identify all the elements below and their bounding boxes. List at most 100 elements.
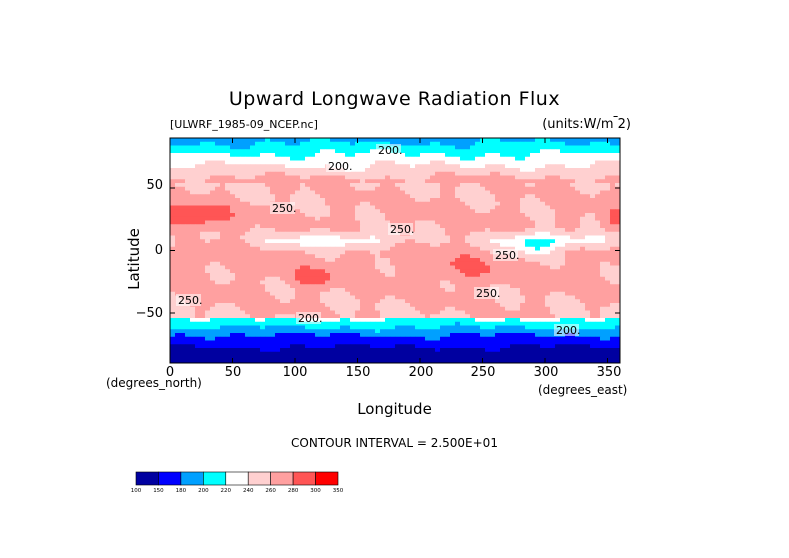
heatmap-cell (440, 325, 446, 330)
heatmap-cell (215, 333, 221, 338)
heatmap-cell (380, 231, 386, 236)
heatmap-cell (570, 194, 576, 199)
heatmap-cell (220, 205, 226, 210)
heatmap-cell (180, 250, 186, 255)
heatmap-cell (275, 145, 281, 150)
heatmap-cell (490, 216, 496, 221)
heatmap-cell (410, 273, 416, 278)
heatmap-cell (400, 325, 406, 330)
heatmap-cell (205, 344, 211, 349)
heatmap-cell (580, 235, 586, 240)
heatmap-cell (480, 329, 486, 334)
heatmap-cell (555, 314, 561, 319)
heatmap-cell (255, 138, 261, 143)
heatmap-cell (535, 265, 541, 270)
heatmap-cell (300, 280, 306, 285)
heatmap-cell (235, 295, 241, 300)
heatmap-cell (530, 333, 536, 338)
heatmap-cell (270, 183, 276, 188)
heatmap-cell (305, 168, 311, 173)
heatmap-cell (465, 213, 471, 218)
heatmap-cell (210, 213, 216, 218)
heatmap-cell (205, 258, 211, 263)
heatmap-cell (315, 231, 321, 236)
heatmap-cell (585, 179, 591, 184)
heatmap-cell (310, 333, 316, 338)
heatmap-cell (240, 220, 246, 225)
heatmap-cell (250, 239, 256, 244)
heatmap-cell (520, 138, 526, 143)
heatmap-cell (405, 329, 411, 334)
heatmap-cell (480, 186, 486, 191)
heatmap-cell (595, 141, 601, 146)
heatmap-cell (300, 156, 306, 161)
heatmap-cell (535, 209, 541, 214)
heatmap-cell (615, 231, 621, 236)
heatmap-cell (325, 265, 331, 270)
heatmap-cell (180, 205, 186, 210)
heatmap-cell (265, 156, 271, 161)
heatmap-cell (505, 171, 511, 176)
heatmap-cell (490, 179, 496, 184)
heatmap-cell (330, 153, 336, 158)
heatmap-cell (540, 288, 546, 293)
heatmap-cell (440, 198, 446, 203)
heatmap-cell (430, 276, 436, 281)
heatmap-cell (565, 295, 571, 300)
heatmap-cell (375, 224, 381, 229)
heatmap-cell (390, 258, 396, 263)
heatmap-cell (290, 284, 296, 289)
heatmap-cell (330, 156, 336, 161)
heatmap-cell (365, 288, 371, 293)
heatmap-cell (520, 224, 526, 229)
heatmap-cell (530, 303, 536, 308)
heatmap-cell (515, 299, 521, 304)
heatmap-cell (600, 186, 606, 191)
heatmap-cell (230, 201, 236, 206)
heatmap-cell (500, 228, 506, 233)
heatmap-cell (385, 160, 391, 165)
heatmap-cell (325, 344, 331, 349)
heatmap-cell (610, 303, 616, 308)
heatmap-cell (235, 340, 241, 345)
heatmap-cell (455, 310, 461, 315)
heatmap-cell (335, 216, 341, 221)
heatmap-cell (500, 138, 506, 143)
heatmap-cell (425, 153, 431, 158)
heatmap-cell (205, 156, 211, 161)
heatmap-cell (610, 265, 616, 270)
heatmap-cell (400, 321, 406, 326)
heatmap-cell (340, 179, 346, 184)
heatmap-cell (515, 194, 521, 199)
heatmap-cell (200, 269, 206, 274)
heatmap-cell (415, 250, 421, 255)
heatmap-cell (440, 186, 446, 191)
heatmap-cell (260, 243, 266, 248)
heatmap-cell (270, 171, 276, 176)
heatmap-cell (565, 231, 571, 236)
heatmap-cell (345, 246, 351, 251)
heatmap-cell (395, 336, 401, 341)
heatmap-cell (440, 310, 446, 315)
heatmap-cell (285, 321, 291, 326)
heatmap-cell (420, 250, 426, 255)
heatmap-cell (325, 220, 331, 225)
heatmap-cell (550, 280, 556, 285)
heatmap-cell (355, 280, 361, 285)
heatmap-cell (170, 231, 176, 236)
heatmap-cell (180, 261, 186, 266)
heatmap-cell (370, 254, 376, 259)
heatmap-cell (535, 186, 541, 191)
heatmap-cell (320, 295, 326, 300)
heatmap-cell (510, 141, 516, 146)
heatmap-cell (330, 213, 336, 218)
heatmap-cell (255, 258, 261, 263)
heatmap-cell (190, 284, 196, 289)
heatmap-cell (245, 280, 251, 285)
heatmap-cell (605, 224, 611, 229)
heatmap-cell (530, 156, 536, 161)
heatmap-cell (280, 336, 286, 341)
heatmap-cell (400, 198, 406, 203)
heatmap-cell (175, 269, 181, 274)
heatmap-cell (265, 299, 271, 304)
